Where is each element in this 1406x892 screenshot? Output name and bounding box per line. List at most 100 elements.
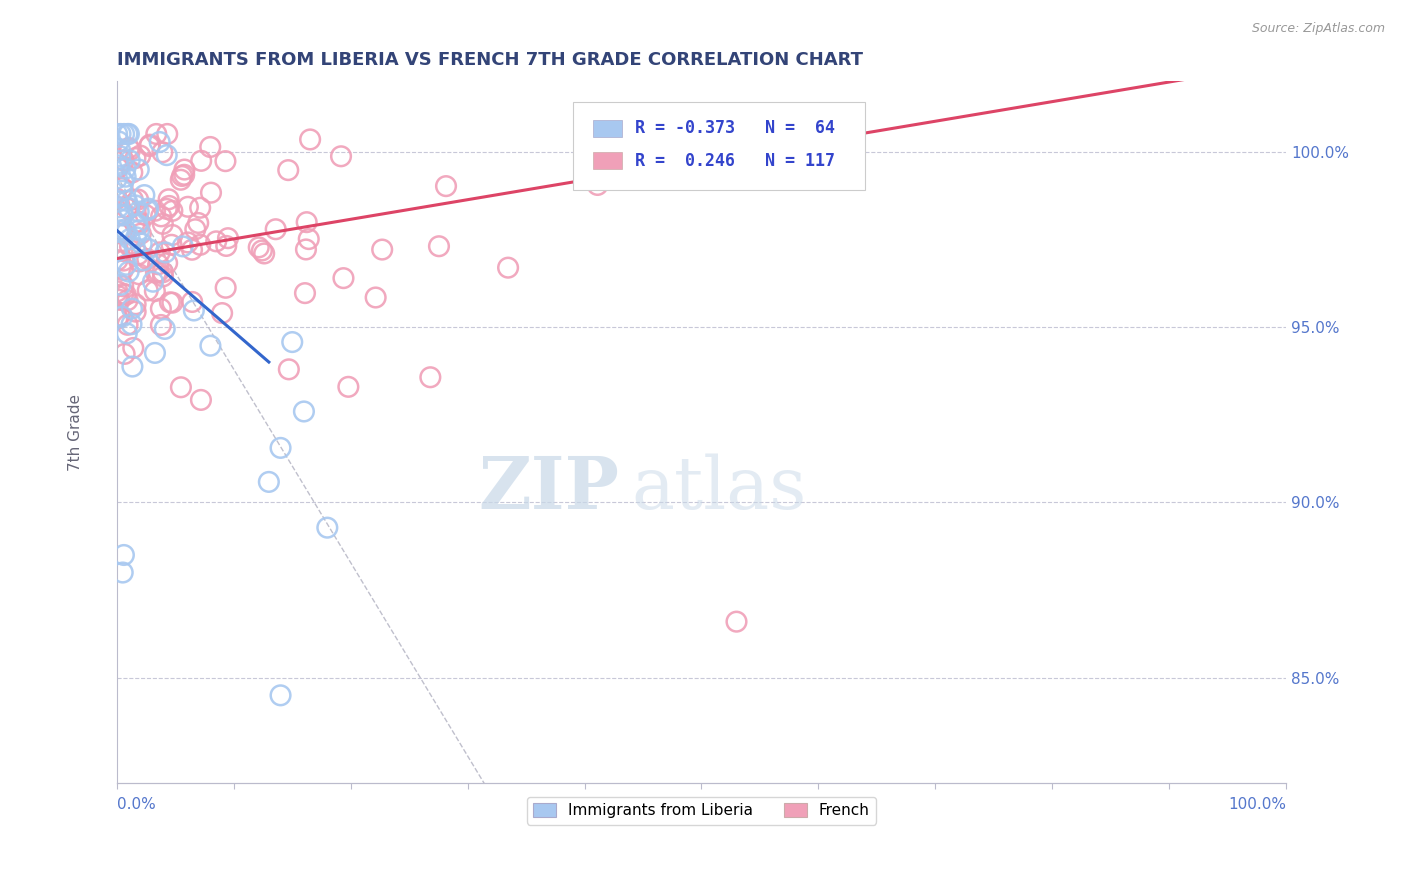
Text: 0.0%: 0.0%: [117, 797, 156, 812]
Point: [173, 162, 195, 177]
Point: [105, 192, 128, 206]
Point: [143, 203, 166, 218]
Point: [121, 165, 143, 179]
Point: [152, 265, 174, 279]
Point: [107, 161, 129, 175]
Point: [112, 175, 135, 189]
Point: [111, 208, 134, 222]
Point: [111, 566, 134, 580]
Point: [162, 203, 184, 218]
Text: R =  0.246   N = 117: R = 0.246 N = 117: [634, 152, 835, 169]
Point: [127, 193, 149, 207]
Point: [105, 244, 128, 259]
Point: [107, 242, 129, 256]
Point: [107, 253, 129, 268]
Point: [188, 237, 211, 252]
Point: [190, 153, 212, 168]
Point: [156, 148, 179, 162]
FancyBboxPatch shape: [593, 120, 621, 137]
Point: [114, 287, 136, 301]
Point: [152, 269, 174, 284]
Point: [138, 139, 160, 153]
Point: [156, 256, 179, 270]
Point: [108, 223, 131, 237]
Point: [128, 204, 150, 219]
Point: [270, 441, 292, 455]
Point: [152, 217, 174, 231]
Point: [253, 246, 276, 260]
Point: [142, 275, 165, 289]
Point: [156, 202, 179, 216]
Point: [157, 192, 180, 206]
Point: [107, 158, 129, 172]
FancyBboxPatch shape: [572, 103, 865, 190]
Point: [205, 235, 228, 249]
Point: [129, 227, 152, 241]
Point: [118, 141, 141, 155]
Point: [114, 169, 136, 184]
Point: [121, 301, 143, 316]
Point: [111, 244, 134, 258]
Point: [117, 318, 139, 332]
Point: [281, 334, 304, 349]
Point: [115, 326, 138, 341]
Point: [128, 223, 150, 237]
Point: [143, 346, 166, 360]
Point: [270, 689, 292, 703]
Point: [371, 243, 394, 257]
Legend: Immigrants from Liberia, French: Immigrants from Liberia, French: [527, 797, 876, 824]
Point: [149, 318, 172, 332]
Point: [149, 245, 172, 260]
Point: [250, 244, 273, 258]
Point: [257, 475, 280, 489]
Point: [105, 171, 128, 186]
Point: [108, 142, 131, 156]
Point: [111, 207, 134, 221]
Point: [132, 253, 155, 268]
Point: [145, 266, 167, 280]
Point: [170, 169, 193, 183]
Point: [136, 252, 159, 266]
Point: [111, 310, 134, 324]
Point: [112, 227, 135, 241]
Point: [190, 392, 212, 407]
Point: [105, 311, 128, 326]
Point: [124, 151, 146, 165]
Point: [364, 291, 387, 305]
Point: [114, 347, 136, 361]
Point: [115, 201, 138, 215]
Point: [200, 339, 222, 353]
Point: [107, 285, 129, 299]
Point: [496, 260, 519, 275]
Point: [128, 214, 150, 228]
Point: [148, 257, 170, 271]
FancyBboxPatch shape: [593, 152, 621, 169]
Point: [117, 293, 139, 308]
Point: [115, 258, 138, 272]
Point: [294, 286, 316, 301]
Point: [118, 153, 141, 168]
Point: [128, 162, 150, 177]
Point: [419, 370, 441, 384]
Point: [124, 297, 146, 311]
Point: [337, 380, 360, 394]
Point: [110, 277, 132, 292]
Point: [129, 148, 152, 162]
Point: [136, 203, 159, 218]
Point: [172, 239, 194, 253]
Point: [149, 135, 172, 149]
Point: [118, 232, 141, 246]
Point: [118, 264, 141, 278]
Point: [120, 143, 142, 157]
Point: [149, 301, 172, 316]
Point: [125, 230, 148, 244]
Point: [121, 359, 143, 374]
Point: [299, 132, 322, 146]
Point: [215, 239, 238, 253]
Point: [162, 227, 184, 242]
Point: [181, 243, 204, 257]
Point: [332, 271, 354, 285]
Point: [127, 217, 149, 231]
Point: [295, 243, 318, 257]
Point: [330, 149, 353, 163]
